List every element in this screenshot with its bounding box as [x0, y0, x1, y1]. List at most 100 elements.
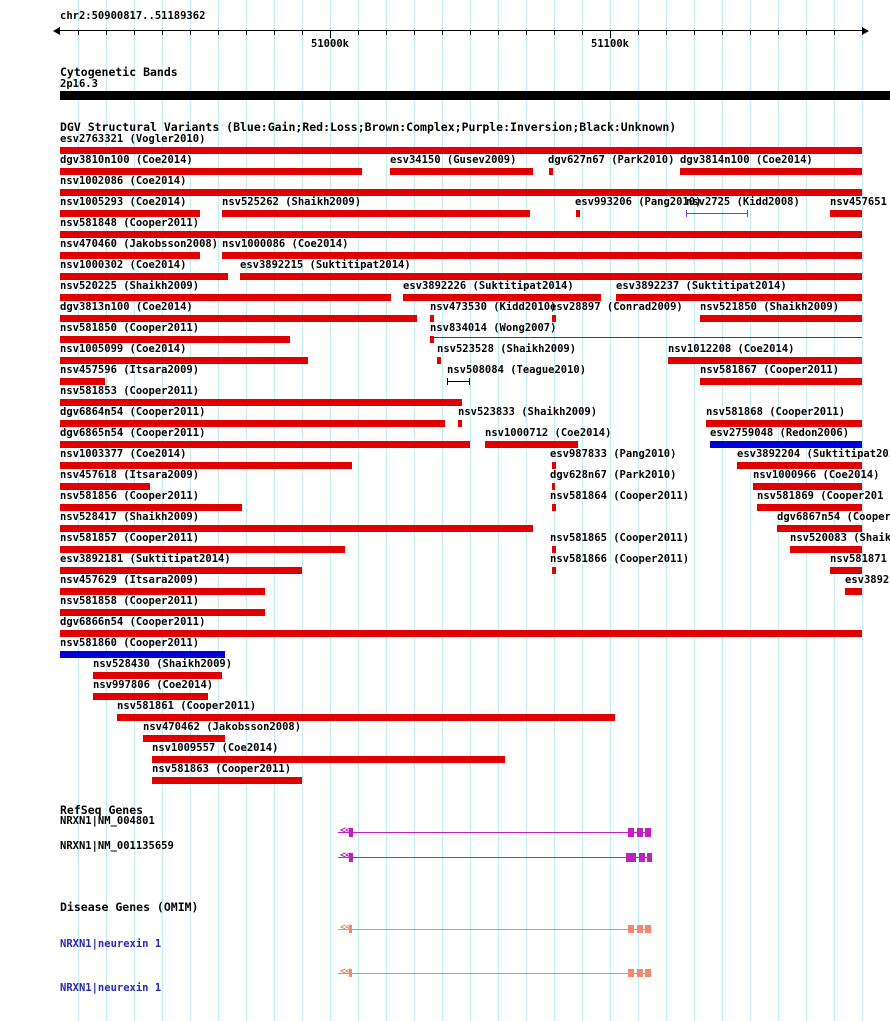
variant-bar[interactable] — [60, 420, 445, 427]
variant-bar[interactable] — [830, 567, 862, 574]
variant-bar[interactable] — [60, 210, 200, 217]
variant-bar[interactable] — [60, 399, 462, 406]
gene-exon[interactable] — [645, 828, 651, 837]
variant-bar[interactable] — [60, 504, 242, 511]
strand-chevron-icon: < — [340, 966, 347, 977]
variant-bar[interactable] — [60, 588, 265, 595]
variant-bar[interactable] — [60, 546, 345, 553]
variant-bar[interactable] — [60, 147, 862, 154]
variant-bar[interactable] — [737, 462, 862, 469]
variant-label: nsv523528 (Shaikh2009) — [437, 343, 577, 355]
variant-bar[interactable] — [60, 315, 417, 322]
variant-span-line[interactable] — [447, 381, 470, 382]
variant-bar[interactable] — [710, 441, 862, 448]
variant-bar[interactable] — [706, 420, 862, 427]
variant-bar[interactable] — [240, 273, 862, 280]
variant-bar[interactable] — [700, 315, 862, 322]
gene-label[interactable]: NRXN1|neurexin 1 — [60, 938, 162, 950]
cytoband-bar[interactable] — [60, 91, 890, 100]
gene-exon[interactable] — [626, 853, 636, 862]
ruler-minor-tick — [554, 31, 555, 35]
variant-bar[interactable] — [60, 252, 200, 259]
variant-bar[interactable] — [152, 756, 505, 763]
variant-bar[interactable] — [222, 210, 530, 217]
gene-label[interactable]: NRXN1|NM_001135659 — [60, 840, 174, 852]
gene-label[interactable]: NRXN1|NM_004801 — [60, 815, 155, 827]
variant-bar[interactable] — [93, 672, 222, 679]
strand-chevron-icon: < — [340, 922, 347, 933]
variant-label: nsv581863 (Cooper2011) — [152, 763, 292, 775]
variant-bar[interactable] — [790, 546, 862, 553]
gene-exon[interactable] — [645, 925, 651, 933]
variant-bar[interactable] — [552, 504, 556, 511]
variant-bar[interactable] — [549, 168, 553, 175]
variant-bar[interactable] — [60, 441, 470, 448]
variant-bar[interactable] — [60, 357, 308, 364]
variant-bar[interactable] — [60, 168, 362, 175]
variant-label: esv3892226 (Suktitipat2014) — [403, 280, 574, 292]
variant-bar[interactable] — [152, 777, 302, 784]
gene-exon[interactable] — [628, 925, 634, 933]
variant-bar[interactable] — [552, 315, 556, 322]
variant-bar[interactable] — [93, 693, 208, 700]
ruler-minor-tick — [134, 31, 135, 35]
gene-exon[interactable] — [637, 925, 643, 933]
variant-bar[interactable] — [552, 462, 556, 469]
gene-exon[interactable] — [628, 969, 634, 977]
gene-exon[interactable] — [349, 828, 353, 837]
variant-bar[interactable] — [60, 231, 862, 238]
variant-label: nsv2725 (Kidd2008) — [686, 196, 800, 208]
variant-bar[interactable] — [430, 336, 434, 343]
variant-bar[interactable] — [117, 714, 615, 721]
variant-bar[interactable] — [390, 168, 533, 175]
variant-bar[interactable] — [60, 462, 352, 469]
variant-bar[interactable] — [60, 525, 533, 532]
variant-label: nsv521850 (Shaikh2009) — [700, 301, 840, 313]
gene-exon[interactable] — [349, 969, 352, 977]
variant-span-line[interactable] — [686, 213, 748, 214]
variant-bar[interactable] — [60, 609, 265, 616]
variant-bar[interactable] — [668, 357, 862, 364]
variant-bar[interactable] — [458, 420, 462, 427]
gene-exon[interactable] — [637, 969, 643, 977]
variant-bar[interactable] — [60, 630, 862, 637]
variant-bar[interactable] — [616, 294, 862, 301]
variant-bar[interactable] — [60, 273, 228, 280]
gene-exon[interactable] — [637, 828, 643, 837]
variant-bar[interactable] — [143, 735, 225, 742]
variant-label: nsv1000712 (Coe2014) — [485, 427, 612, 439]
variant-bar[interactable] — [60, 378, 105, 385]
variant-bar[interactable] — [60, 336, 290, 343]
gene-exon[interactable] — [349, 853, 353, 862]
gene-exon[interactable] — [349, 925, 352, 933]
variant-bar[interactable] — [845, 588, 862, 595]
variant-bar[interactable] — [552, 546, 556, 553]
variant-bar[interactable] — [552, 483, 555, 490]
variant-bar[interactable] — [680, 168, 862, 175]
variant-bar[interactable] — [430, 315, 434, 322]
gene-exon[interactable] — [628, 828, 634, 837]
variant-bar[interactable] — [753, 483, 862, 490]
variant-label: nsv470460 (Jakobsson2008) — [60, 238, 219, 250]
gene-exon[interactable] — [645, 969, 651, 977]
variant-bar[interactable] — [60, 567, 302, 574]
variant-bar[interactable] — [222, 252, 862, 259]
variant-label: nsv525262 (Shaikh2009) — [222, 196, 362, 208]
variant-bar[interactable] — [403, 294, 601, 301]
gene-label[interactable]: NRXN1|neurexin 1 — [60, 982, 162, 994]
variant-bar[interactable] — [60, 294, 391, 301]
variant-bar[interactable] — [700, 378, 862, 385]
variant-bar[interactable] — [757, 504, 862, 511]
variant-label: nsv523833 (Shaikh2009) — [458, 406, 598, 418]
variant-bar[interactable] — [830, 210, 862, 217]
variant-bar[interactable] — [552, 567, 556, 574]
variant-bar[interactable] — [60, 189, 862, 196]
variant-bar[interactable] — [576, 210, 580, 217]
variant-bar[interactable] — [60, 483, 150, 490]
variant-bar[interactable] — [485, 441, 578, 448]
variant-bar[interactable] — [60, 651, 225, 658]
variant-bar[interactable] — [777, 525, 862, 532]
gene-exon[interactable] — [647, 853, 652, 862]
gene-exon[interactable] — [639, 853, 645, 862]
variant-bar[interactable] — [437, 357, 441, 364]
